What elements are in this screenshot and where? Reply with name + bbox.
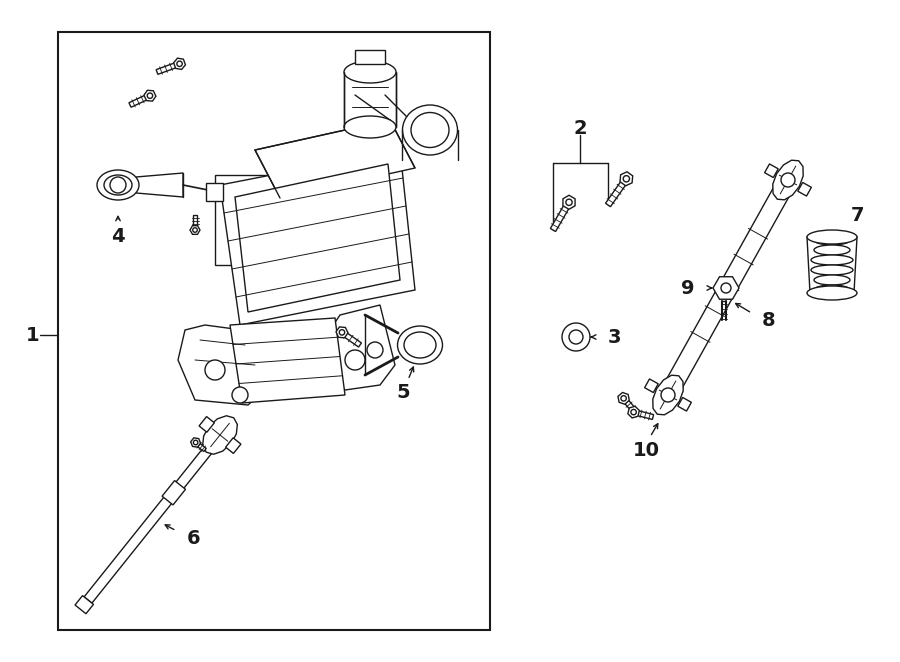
Polygon shape — [678, 397, 691, 411]
Circle shape — [148, 93, 153, 99]
Polygon shape — [193, 215, 197, 230]
Polygon shape — [215, 175, 380, 265]
Polygon shape — [628, 406, 639, 418]
Polygon shape — [190, 226, 200, 234]
Circle shape — [367, 342, 383, 358]
Circle shape — [623, 175, 629, 182]
FancyBboxPatch shape — [58, 32, 490, 630]
Polygon shape — [660, 175, 796, 399]
Circle shape — [110, 177, 126, 193]
Polygon shape — [797, 183, 812, 196]
Polygon shape — [230, 318, 345, 403]
Polygon shape — [644, 379, 658, 393]
Circle shape — [339, 330, 345, 335]
Polygon shape — [551, 201, 572, 232]
Ellipse shape — [814, 245, 850, 255]
Polygon shape — [220, 150, 415, 325]
Polygon shape — [156, 62, 180, 74]
Polygon shape — [773, 160, 803, 200]
Ellipse shape — [97, 170, 139, 200]
Polygon shape — [206, 183, 223, 201]
Circle shape — [205, 360, 225, 380]
Ellipse shape — [814, 235, 850, 245]
Text: 6: 6 — [186, 530, 200, 548]
Circle shape — [345, 350, 365, 370]
Polygon shape — [355, 50, 385, 64]
Polygon shape — [344, 72, 396, 127]
Polygon shape — [199, 416, 214, 432]
Polygon shape — [144, 90, 156, 101]
Polygon shape — [136, 173, 183, 197]
Text: 3: 3 — [608, 328, 621, 346]
Ellipse shape — [398, 326, 443, 364]
Polygon shape — [633, 410, 653, 420]
Ellipse shape — [404, 332, 436, 358]
Polygon shape — [622, 397, 640, 416]
Circle shape — [194, 440, 198, 445]
Ellipse shape — [411, 113, 449, 148]
Polygon shape — [191, 438, 201, 447]
Circle shape — [631, 409, 636, 415]
Polygon shape — [340, 330, 362, 347]
Circle shape — [177, 61, 183, 66]
Polygon shape — [713, 277, 739, 299]
Text: 1: 1 — [26, 326, 40, 344]
Ellipse shape — [811, 265, 853, 275]
Circle shape — [566, 199, 572, 205]
Polygon shape — [562, 195, 575, 209]
Polygon shape — [129, 93, 151, 107]
Text: 10: 10 — [633, 440, 660, 459]
Polygon shape — [328, 305, 395, 390]
Polygon shape — [226, 438, 241, 453]
Ellipse shape — [104, 175, 132, 195]
Polygon shape — [174, 58, 185, 70]
Text: 5: 5 — [396, 383, 410, 402]
Polygon shape — [178, 325, 265, 405]
Ellipse shape — [807, 230, 857, 244]
Text: 9: 9 — [681, 279, 695, 297]
Polygon shape — [336, 327, 348, 338]
Circle shape — [721, 283, 731, 293]
Polygon shape — [765, 164, 778, 177]
Circle shape — [193, 228, 197, 232]
Polygon shape — [84, 432, 224, 603]
Circle shape — [621, 396, 626, 401]
Circle shape — [232, 387, 248, 403]
Polygon shape — [194, 441, 206, 451]
Text: 2: 2 — [573, 118, 587, 138]
Circle shape — [562, 323, 590, 351]
Ellipse shape — [402, 105, 457, 155]
Polygon shape — [255, 120, 415, 198]
Text: 8: 8 — [762, 310, 776, 330]
Polygon shape — [235, 164, 400, 312]
Circle shape — [781, 173, 795, 187]
Polygon shape — [620, 172, 633, 186]
Text: 4: 4 — [112, 226, 125, 246]
Ellipse shape — [807, 286, 857, 300]
Polygon shape — [606, 177, 629, 207]
Polygon shape — [618, 393, 629, 404]
Ellipse shape — [811, 255, 853, 265]
Ellipse shape — [814, 275, 850, 285]
Polygon shape — [75, 596, 94, 614]
Polygon shape — [652, 375, 683, 415]
Circle shape — [569, 330, 583, 344]
Ellipse shape — [814, 285, 850, 295]
Circle shape — [661, 388, 675, 402]
Ellipse shape — [344, 61, 396, 83]
Polygon shape — [162, 481, 185, 505]
Text: 7: 7 — [850, 205, 864, 224]
Ellipse shape — [344, 116, 396, 138]
Polygon shape — [202, 416, 238, 454]
